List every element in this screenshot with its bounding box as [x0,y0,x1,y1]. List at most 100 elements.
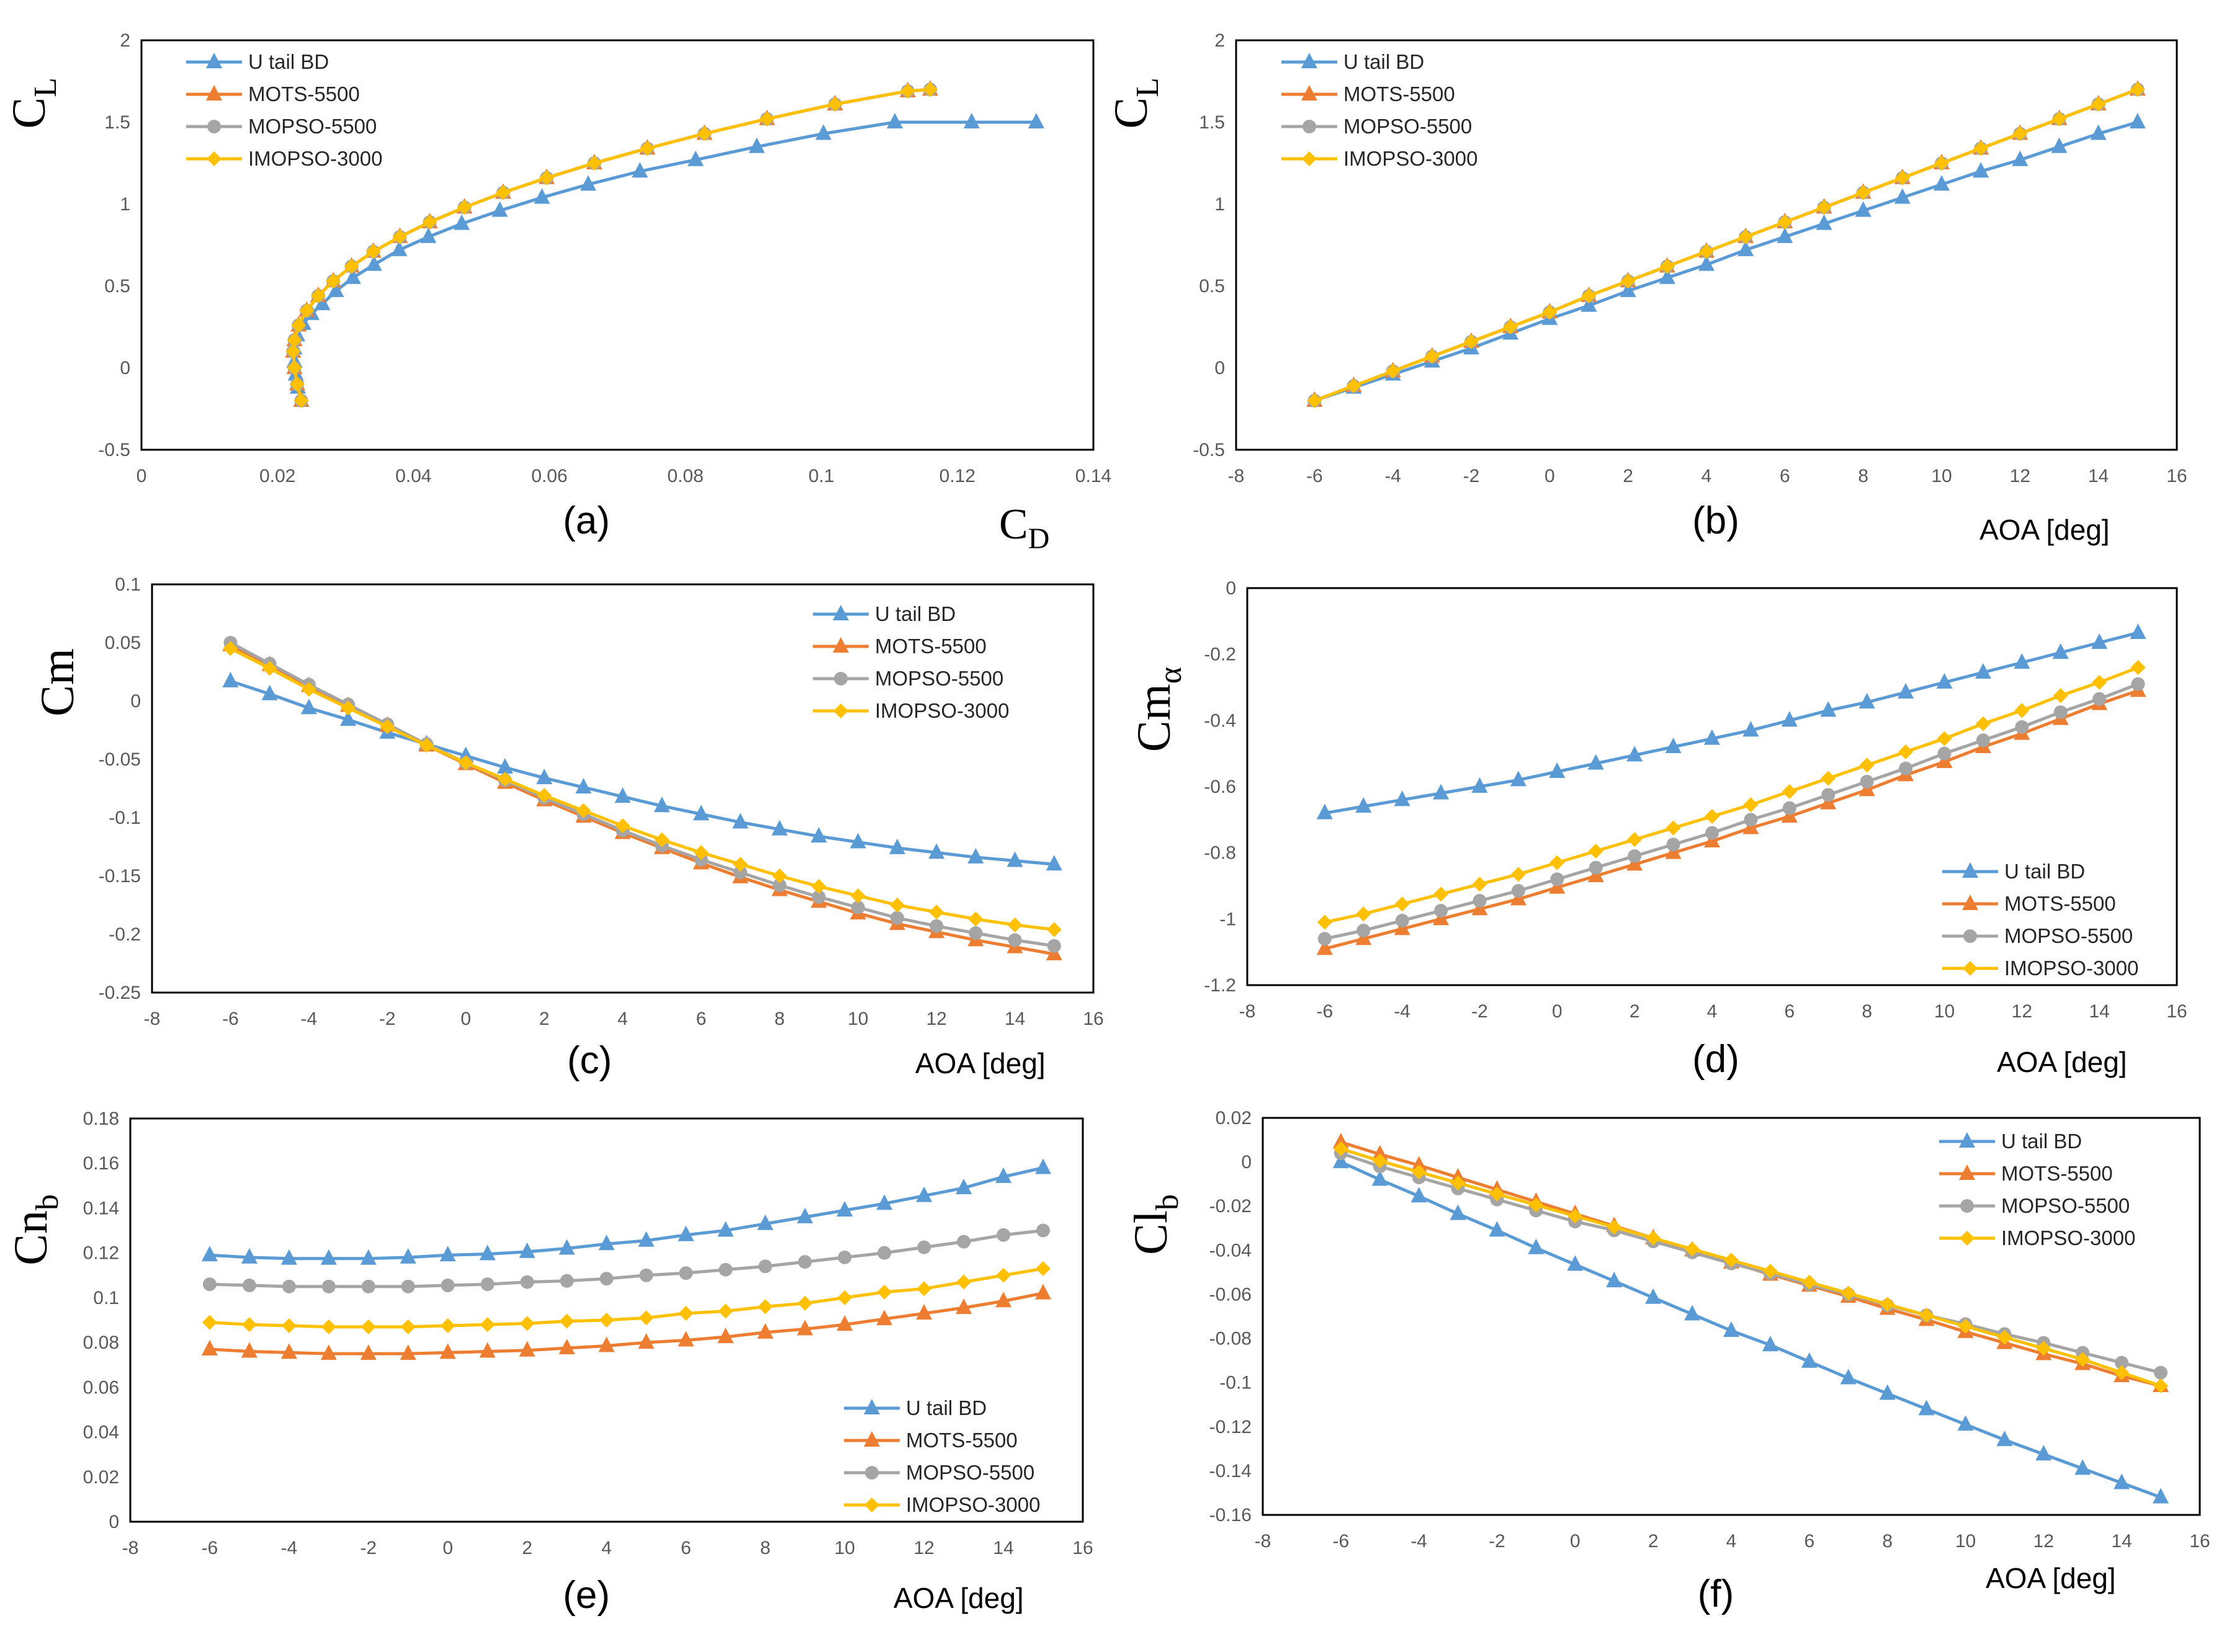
data-point [576,803,591,818]
data-point [1332,1153,1349,1169]
legend-entry: IMOPSO-3000 [1942,957,2138,980]
data-point [536,769,553,785]
data-point [281,1318,297,1334]
x-tick-label: 0 [460,1009,471,1029]
data-point [458,755,473,770]
x-tick-label: -2 [1489,1531,1505,1552]
legend: U tail BD MOTS-5500 MOPSO-5500 IMOPSO-3000 [186,50,382,170]
y-tick-label: 0.1 [93,1288,119,1308]
data-point [328,281,344,297]
series-line [209,1292,1044,1355]
data-point [400,1319,416,1334]
data-point [1424,349,1440,364]
data-point [2012,126,2028,141]
data-point [1646,1230,1661,1246]
panel-b: -8 -6 -4 -2 0 2 4 6 8 10 12 14 16 -0.5 0 0.5 1 1.5 2 CL AOA … [1105,15,2228,546]
series-u-tail-bd [1316,623,2146,819]
legend-marker [865,1466,879,1480]
data-point [285,344,301,359]
series-line [209,1166,1044,1261]
legend-label: U tail BD [1343,50,1424,73]
legend-label: MOTS-5500 [248,83,360,105]
x-tick-label: 16 [1072,1538,1093,1558]
x-axis-label: AOA [deg] [1986,1562,2116,1594]
data-point [797,1319,814,1336]
data-point [1816,214,1832,230]
x-tick-label: 0.04 [395,466,431,486]
x-tick-label: 14 [2089,1001,2109,1022]
legend-marker [1963,929,1977,943]
x-axis-label: CD [999,501,1049,555]
x-tick-label: 0.12 [939,466,975,486]
data-point [320,1344,337,1360]
data-point [1394,896,1410,912]
data-point [1433,784,1450,800]
series-line [1314,87,2138,403]
x-tick-label: 2 [539,1009,550,1029]
data-point [2051,137,2068,153]
legend-label: IMOPSO-3000 [875,699,1009,722]
data-point [559,1313,575,1329]
data-point [1894,188,1911,204]
data-point [491,201,508,217]
x-tick-label: -4 [1384,466,1401,486]
data-point [836,1201,853,1217]
x-tick-label: -6 [1306,466,1323,486]
data-point [639,1310,654,1326]
y-tick-label: -1.2 [1204,975,1236,996]
series-line [230,643,1055,956]
x-tick-label: 12 [2010,466,2030,486]
data-point [202,1315,217,1330]
data-point [1036,1223,1051,1238]
legend-marker [864,1399,880,1414]
legend-entry: MOPSO-5500 [844,1461,1034,1484]
data-point [1028,113,1044,128]
data-point [1723,1321,1739,1337]
x-tick-label: -6 [1316,1001,1333,1022]
y-axis-label-subscript: L [1130,78,1165,97]
plot-frame [1246,587,2178,986]
data-point [1975,663,1991,679]
legend-marker [1960,1199,1974,1213]
x-axis-label-subscript: D [1028,522,1050,555]
legend-marker [1962,895,1978,910]
data-point [580,175,596,191]
series-line [1324,682,2139,940]
panel-outer-frame [1141,1094,2228,1607]
x-tick-label: 0.1 [809,466,835,486]
data-point [837,1290,853,1305]
data-point [1973,162,1989,178]
data-point [282,1279,296,1293]
data-point [360,1249,377,1265]
data-point [400,1248,416,1264]
data-point [956,1274,972,1290]
x-tick-label: 0 [137,466,147,486]
y-tick-label: 1 [1214,194,1225,215]
y-axis-label-main: Cl [1125,1210,1177,1255]
data-point [1855,201,1872,217]
data-point [202,1277,217,1292]
data-point [1503,319,1518,334]
data-point [771,819,788,836]
data-point [733,857,748,872]
y-tick-label: 0.08 [83,1333,119,1353]
data-point [1937,746,1952,761]
x-tick-label: 14 [1005,1009,1025,1029]
data-point [280,1343,297,1359]
data-point [1587,754,1604,770]
data-point [717,1328,734,1344]
x-tick-label: 10 [848,1009,868,1029]
data-point [599,1272,614,1286]
y-axis-label-main: Cm [1128,684,1180,752]
data-point [748,137,765,153]
data-point [890,911,904,925]
data-point [401,1279,415,1293]
data-point [653,797,670,813]
data-point [1762,1264,1778,1279]
data-point [1580,296,1597,312]
legend-label: MOPSO-5500 [906,1461,1034,1484]
data-point [1821,770,1836,786]
data-point [439,1246,456,1262]
panel-a: 0 0.02 0.04 0.06 0.08 0.1 0.12 0.14 -0.5 0 0.5 1 1.5… [3,15,1111,555]
y-axis-label: Cmα [1128,667,1188,752]
